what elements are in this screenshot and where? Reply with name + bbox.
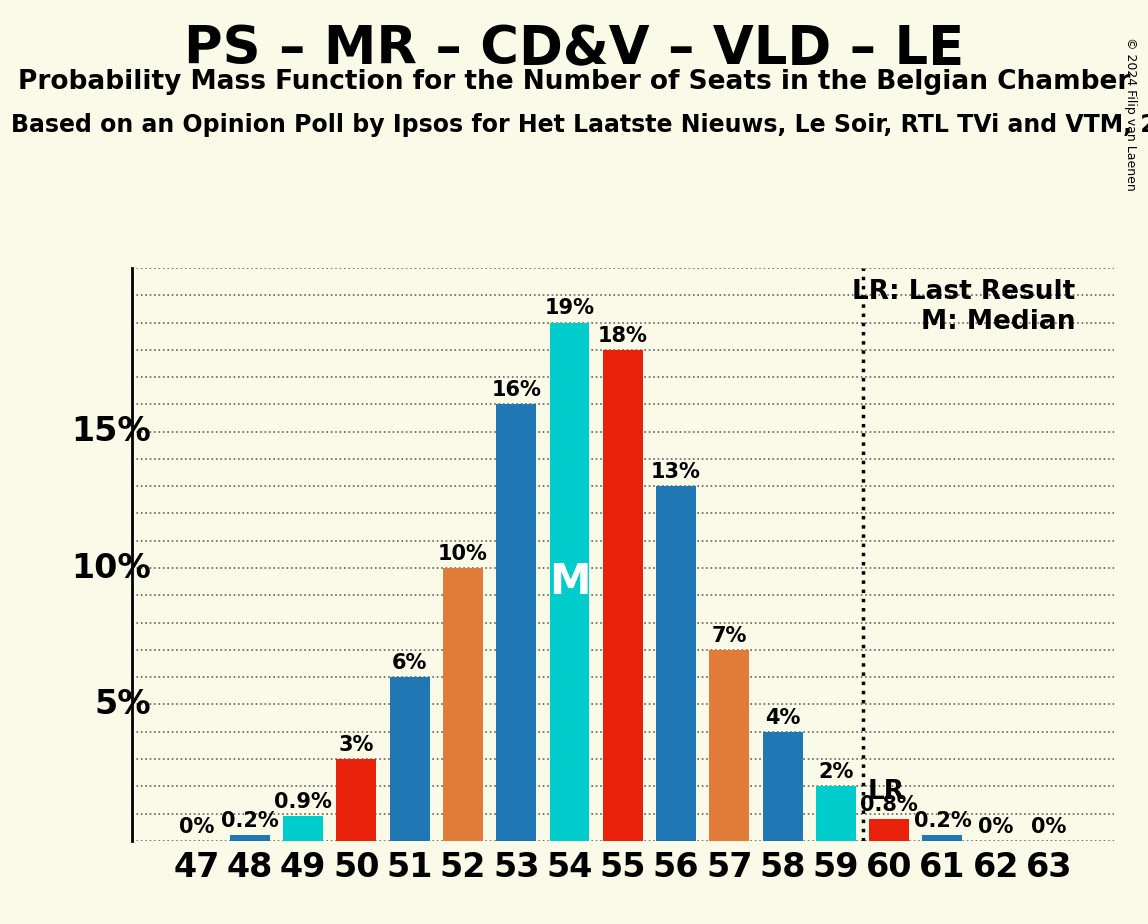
- Text: 5%: 5%: [94, 688, 152, 721]
- Text: 10%: 10%: [439, 544, 488, 564]
- Bar: [923, 835, 962, 841]
- Text: 0.8%: 0.8%: [860, 795, 918, 815]
- Text: M: M: [549, 561, 590, 602]
- Text: 0.9%: 0.9%: [274, 792, 332, 812]
- Text: 0%: 0%: [1031, 817, 1066, 837]
- Bar: [550, 322, 589, 841]
- Text: © 2024 Filip van Laenen: © 2024 Filip van Laenen: [1124, 37, 1138, 190]
- Bar: [762, 732, 802, 841]
- Bar: [284, 816, 323, 841]
- Text: Probability Mass Function for the Number of Seats in the Belgian Chamber: Probability Mass Function for the Number…: [18, 69, 1130, 95]
- Bar: [603, 350, 643, 841]
- Text: 2%: 2%: [819, 762, 854, 783]
- Bar: [443, 568, 483, 841]
- Bar: [657, 486, 696, 841]
- Bar: [709, 650, 750, 841]
- Text: 0%: 0%: [179, 817, 215, 837]
- Bar: [816, 786, 856, 841]
- Text: 10%: 10%: [71, 552, 152, 585]
- Text: 6%: 6%: [391, 653, 427, 673]
- Text: 3%: 3%: [339, 735, 374, 755]
- Bar: [869, 819, 909, 841]
- Bar: [389, 677, 429, 841]
- Text: LR: Last Result: LR: Last Result: [852, 279, 1076, 305]
- Text: 13%: 13%: [651, 462, 701, 482]
- Text: 0.2%: 0.2%: [914, 811, 971, 832]
- Text: 7%: 7%: [712, 626, 747, 646]
- Bar: [230, 835, 270, 841]
- Text: M: Median: M: Median: [921, 309, 1076, 334]
- Text: 15%: 15%: [71, 415, 152, 448]
- Bar: [336, 759, 377, 841]
- Text: 19%: 19%: [544, 298, 595, 319]
- Text: 18%: 18%: [598, 325, 647, 346]
- Text: LR: LR: [868, 779, 905, 805]
- Bar: [496, 405, 536, 841]
- Text: 0.2%: 0.2%: [222, 811, 279, 832]
- Text: 0%: 0%: [978, 817, 1014, 837]
- Text: 16%: 16%: [491, 381, 541, 400]
- Text: PS – MR – CD&V – VLD – LE: PS – MR – CD&V – VLD – LE: [184, 23, 964, 75]
- Text: 4%: 4%: [765, 708, 800, 727]
- Text: Based on an Opinion Poll by Ipsos for Het Laatste Nieuws, Le Soir, RTL TVi and V: Based on an Opinion Poll by Ipsos for He…: [11, 113, 1148, 137]
